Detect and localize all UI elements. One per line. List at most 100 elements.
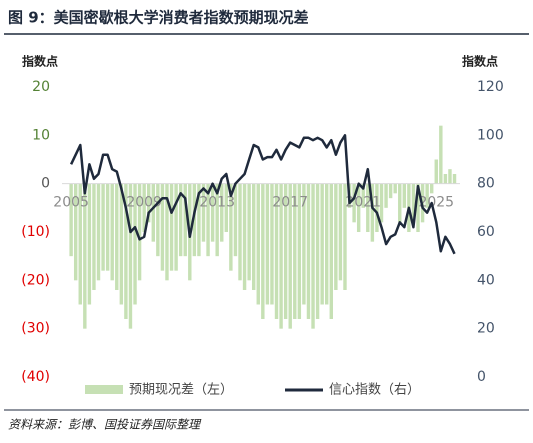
bar — [256, 183, 260, 305]
bar — [169, 183, 174, 271]
bar — [343, 183, 347, 290]
bar — [133, 183, 137, 305]
bar — [356, 183, 361, 232]
bar — [238, 183, 242, 281]
line — [69, 134, 456, 255]
legend-label: 信心指数（右） — [329, 383, 420, 398]
bar — [361, 183, 365, 208]
y2-tick-label: 120 — [477, 79, 504, 95]
y2-tick-label: 60 — [477, 224, 495, 240]
bar — [87, 183, 92, 305]
bar — [452, 174, 457, 184]
bar — [233, 183, 238, 257]
bar — [105, 183, 110, 271]
bar — [183, 183, 187, 257]
y2-tick-label: 0 — [477, 369, 486, 385]
bar — [439, 125, 443, 184]
bar — [379, 183, 384, 223]
y2-tick-label: 20 — [477, 321, 495, 337]
bar — [270, 183, 274, 305]
bar — [229, 183, 233, 271]
bar — [384, 183, 388, 208]
y-tick-label: 0 — [41, 176, 50, 192]
x-tick-label: 2025 — [418, 195, 454, 211]
bar — [160, 183, 165, 271]
bar — [288, 183, 292, 329]
y2-axis-label: 指数点 — [462, 54, 498, 69]
bar — [306, 183, 311, 319]
bar — [434, 159, 438, 184]
bar — [165, 183, 169, 281]
y2-tick-label: 80 — [477, 176, 495, 192]
y-tick-label: 10 — [32, 127, 50, 143]
bar — [325, 183, 329, 305]
bar — [151, 183, 155, 242]
x-tick-label: 2005 — [53, 195, 89, 211]
bar — [443, 174, 448, 184]
bar — [242, 183, 247, 290]
legend-label: 预期现况差（左） — [129, 383, 233, 398]
bar — [124, 183, 128, 319]
y-tick-label: (10) — [21, 224, 50, 240]
bar — [311, 183, 315, 329]
bar — [197, 183, 201, 257]
y-tick-label: 20 — [32, 79, 50, 95]
bar — [73, 183, 78, 281]
legend-swatch — [85, 385, 123, 394]
bar — [83, 183, 87, 329]
bar — [192, 183, 197, 257]
bar — [137, 183, 142, 281]
bar — [338, 183, 343, 281]
bar — [142, 183, 146, 232]
bar — [265, 183, 270, 305]
bar — [261, 183, 265, 319]
source: 资料来源：彭博、国投证券国际整理 — [8, 418, 202, 432]
bar — [283, 183, 288, 319]
bar — [429, 183, 434, 194]
chart-title: 图 9：美国密歇根大学消费者指数预期现况差 — [8, 9, 309, 27]
bar — [448, 169, 452, 184]
bar — [297, 183, 302, 319]
bar — [178, 183, 183, 257]
bar — [92, 183, 96, 290]
bar — [210, 183, 215, 242]
bar — [279, 183, 283, 329]
bar — [411, 183, 416, 223]
bar — [315, 183, 320, 319]
bar — [366, 183, 370, 232]
bar — [334, 183, 338, 290]
bar — [119, 183, 124, 305]
y2-tick-label: 100 — [477, 127, 504, 143]
x-tick-label: 2017 — [272, 195, 308, 211]
bar — [247, 183, 251, 281]
bar — [206, 183, 210, 257]
y-axis-label: 指数点 — [22, 54, 58, 69]
bar — [274, 183, 279, 319]
bar — [402, 183, 407, 208]
bar — [96, 183, 101, 281]
y-tick-label: (30) — [21, 321, 50, 337]
bar — [388, 183, 393, 199]
bar — [302, 183, 306, 305]
bar — [101, 183, 105, 271]
bar — [370, 183, 375, 242]
bar — [375, 183, 379, 232]
bar — [69, 183, 73, 257]
bar — [425, 183, 429, 208]
bar — [78, 183, 82, 305]
bar — [320, 183, 324, 305]
bar — [115, 183, 119, 290]
bar — [224, 183, 229, 232]
bar — [393, 183, 397, 194]
bar — [329, 183, 334, 319]
bar — [174, 183, 178, 271]
bar — [352, 183, 356, 223]
bar — [128, 183, 133, 329]
bar — [293, 183, 297, 319]
bar — [156, 183, 160, 257]
y-tick-label: (20) — [21, 272, 50, 288]
bar — [220, 183, 224, 242]
bar — [398, 183, 402, 223]
y2-tick-label: 40 — [477, 272, 495, 288]
